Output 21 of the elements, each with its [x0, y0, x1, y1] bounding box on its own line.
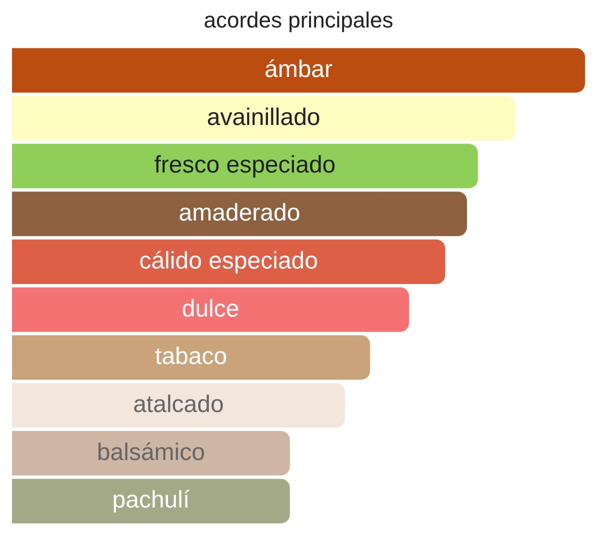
bar: [12, 240, 446, 284]
y-tick-label: amaderado: [178, 200, 300, 227]
bar: [12, 48, 585, 93]
y-tick-label: balsámico: [96, 438, 205, 466]
bar: [12, 335, 370, 380]
y-tick-label: cálido especiado: [139, 247, 318, 274]
chart-title: acordes principales: [204, 7, 394, 32]
y-tick-label: avainillado: [206, 104, 320, 131]
y-tick-label: atalcado: [133, 390, 224, 418]
bar: [12, 383, 345, 428]
y-tick-label: fresco especiado: [154, 152, 336, 179]
bar: [12, 96, 516, 140]
bar: [12, 430, 290, 476]
y-tick-label: ámbar: [264, 56, 333, 83]
y-tick-label: tabaco: [155, 343, 228, 370]
bar: [12, 144, 478, 188]
bar: [12, 478, 290, 524]
bar: [12, 192, 467, 236]
y-tick-label: dulce: [182, 295, 240, 322]
bar: [12, 287, 410, 332]
y-tick-label: pachulí: [112, 486, 190, 514]
